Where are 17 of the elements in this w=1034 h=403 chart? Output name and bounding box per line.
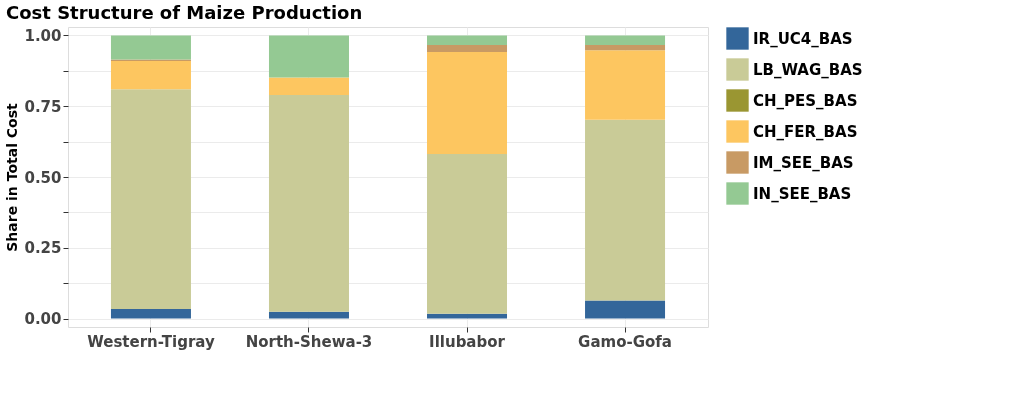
legend-label: IN_SEE_BAS: [753, 184, 852, 203]
y-axis-title: Share in Total Cost: [4, 102, 21, 252]
y-tick-label: 0.25: [24, 239, 62, 258]
chart-title: Cost Structure of Maize Production: [5, 2, 363, 23]
x-tick-label: Western-Tigray: [87, 332, 215, 351]
y-tick-label: 0.75: [24, 97, 62, 116]
legend-label: CH_PES_BAS: [753, 91, 858, 110]
legend-label: LB_WAG_BAS: [753, 60, 863, 79]
y-tick-label: 0.00: [24, 310, 62, 329]
y-tick-label: 1.00: [24, 26, 62, 45]
x-tick-label: North-Shewa-3: [245, 332, 373, 351]
legend-label: IM_SEE_BAS: [753, 153, 854, 172]
x-tick-label: Illubabor: [429, 332, 506, 351]
x-tick-label: Gamo-Gofa: [578, 332, 672, 351]
legend-label: IR_UC4_BAS: [753, 29, 853, 48]
legend-label: CH_FER_BAS: [753, 122, 858, 141]
y-tick-label: 0.50: [24, 168, 62, 187]
